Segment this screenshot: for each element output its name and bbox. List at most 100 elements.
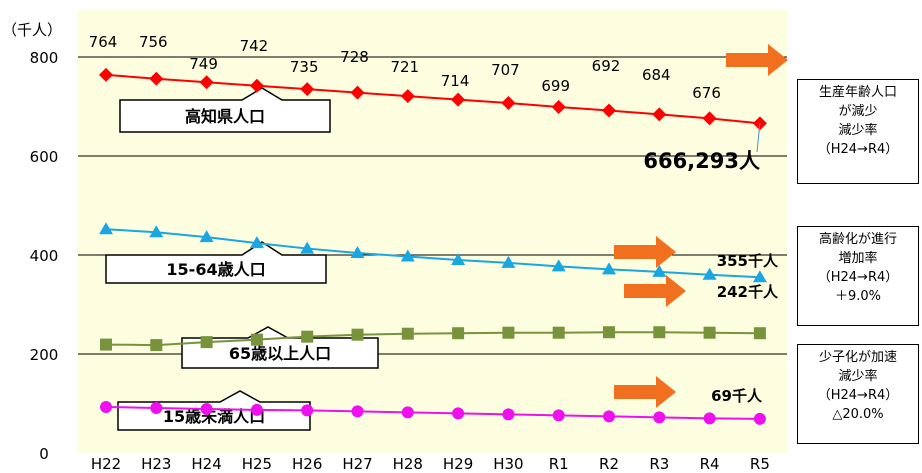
x-tick-label: H26 [292,455,322,473]
data-point [250,403,263,416]
side-box-working-age: 生産年齢人口 が減少 減少率 （H24→R4） [797,79,919,184]
x-tick-label: H23 [141,455,171,473]
end-value-label: 242千人 [717,283,779,301]
data-point [753,327,766,340]
data-point [249,78,264,93]
data-label: 676 [692,84,721,102]
x-tick-label: R2 [599,455,619,473]
data-point [502,408,515,421]
data-point [652,264,667,277]
data-point [350,85,365,100]
data-point [551,99,566,114]
x-tick-label: R4 [700,455,720,473]
side-box-line: （H24→R4） [817,388,899,403]
data-point [199,230,214,243]
y-tick-label: 400 [30,247,59,265]
data-point [250,333,263,346]
data-point [753,412,766,425]
series-name-box [117,390,311,431]
x-tick-label: R3 [649,455,669,473]
trend-arrow [614,236,676,268]
trend-arrow [614,376,676,408]
data-label: 692 [592,57,621,75]
data-point [300,82,315,97]
x-tick-label: H22 [91,455,121,473]
data-point [552,409,565,422]
side-box-line: △20.0% [832,407,884,422]
end-value-label: 69千人 [711,387,763,405]
x-tick-label: H30 [493,455,523,473]
series-line [105,331,760,347]
data-point [351,405,364,418]
trend-arrow [726,44,788,76]
data-label: 707 [491,61,520,79]
side-box-line: （H24→R4） [817,270,899,285]
data-point [501,96,516,111]
data-point [351,328,364,341]
data-point [502,326,515,339]
side-box-line: （H24→R4） [817,142,899,157]
side-box-line: ＋9.0% [834,289,882,304]
data-point [100,400,112,413]
data-point [301,330,314,343]
x-tick-label: H28 [393,455,423,473]
side-box-line: 増加率 [838,251,878,266]
series-line [105,73,760,125]
data-point [149,225,164,238]
y-tick-label: 200 [30,346,59,364]
data-label: 756 [139,33,168,51]
data-point [401,327,414,340]
data-label: 684 [642,66,671,84]
data-point [199,75,214,90]
data-point [501,255,516,268]
data-point [249,236,264,249]
data-point [602,262,616,275]
series-line [105,405,760,420]
x-tick-label: H24 [191,455,221,473]
data-point [400,89,415,104]
end-value-label: 355千人 [717,252,779,270]
series-name-box [119,87,331,133]
data-point [400,249,415,262]
series-line [105,228,760,279]
y-tick-label: 600 [30,148,59,166]
data-point [150,401,163,414]
data-point [99,222,113,235]
data-point [200,336,213,349]
y-tick-label: 800 [30,49,59,67]
data-point [301,404,314,417]
side-box-line: 高齢化が進行 [818,232,897,247]
data-label: 742 [240,37,269,55]
data-label: 764 [89,33,118,51]
data-point [300,241,315,254]
data-point [602,103,616,118]
data-label: 728 [340,48,369,66]
y-tick-label: 0 [39,445,49,463]
x-tick-label: H29 [443,455,473,473]
data-point [652,107,667,122]
data-label: 699 [541,77,570,95]
data-point [703,412,716,425]
side-box-aging: 高齢化が進行 増加率 （H24→R4） ＋9.0% [797,226,919,326]
data-point [702,111,717,126]
side-box-line: 減少率 [838,123,878,138]
side-box-children: 少子化が加速 減少率 （H24→R4） △20.0% [797,344,919,444]
side-box-line: 減少率 [838,369,878,384]
x-tick-label: H27 [342,455,372,473]
data-point [703,326,716,339]
series-name-label: 65歳以上人口 [229,344,331,363]
data-point [150,339,163,352]
trend-arrow [624,275,686,307]
data-label: 714 [441,72,470,90]
data-point [653,411,666,424]
data-point [350,246,365,259]
series-name-label: 高知県人口 [185,107,265,126]
series-name-box [105,241,327,284]
y-unit-label: （千人） [2,21,62,39]
data-label: 735 [290,58,319,76]
side-box-line: が減少 [838,104,878,119]
plot-area [78,10,787,453]
data-point [653,326,666,339]
data-label: 749 [189,55,218,73]
data-point [552,326,565,339]
